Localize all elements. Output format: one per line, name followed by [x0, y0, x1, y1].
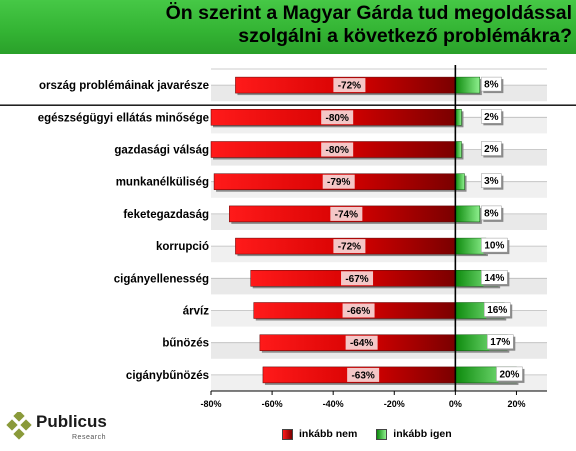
- data-label-bg: [342, 303, 375, 318]
- bar-inkabb-igen: [455, 141, 462, 158]
- title-line-2: szolgálni a következő problémákra?: [238, 25, 572, 47]
- x-tick-label: -80%: [200, 399, 221, 409]
- data-label-bg: [341, 271, 374, 286]
- category-label: cigányellenesség: [114, 273, 209, 285]
- category-label: munkanélküliség: [116, 177, 209, 189]
- data-label-bg: [321, 110, 354, 125]
- data-label-bg: [487, 334, 514, 349]
- legend: inkább nem inkább igen: [282, 428, 468, 443]
- data-label-igen: 10%: [484, 241, 504, 252]
- title-line-1: Ön szerint a Magyar Gárda tud megoldássa…: [165, 2, 572, 24]
- data-label-bg: [481, 109, 502, 124]
- x-tick-label: 0%: [449, 399, 462, 409]
- x-tick-label: 20%: [507, 399, 525, 409]
- chart-title: Ön szerint a Magyar Gárda tud megoldássa…: [166, 2, 572, 48]
- data-label-bg: [333, 78, 366, 93]
- data-label-bg: [496, 366, 523, 382]
- data-label-nem: -79%: [327, 177, 350, 188]
- data-label-igen: 2%: [484, 112, 499, 123]
- title-banner: [0, 0, 576, 54]
- bar-inkabb-igen: [455, 109, 462, 126]
- data-label-bg: [345, 335, 378, 350]
- data-label-nem: -80%: [326, 145, 349, 156]
- category-label: ország problémáinak javarésze: [39, 80, 209, 92]
- data-label-bg: [481, 270, 508, 285]
- data-label-igen: 3%: [484, 176, 499, 187]
- legend-item-nem: inkább nem: [282, 428, 357, 440]
- data-label-bg: [481, 173, 502, 188]
- data-label-nem: -63%: [351, 370, 374, 381]
- data-label-nem: -72%: [338, 242, 361, 253]
- data-label-igen: 14%: [484, 273, 504, 284]
- bar-chart: ország problémáinak javarésze -72% 8% egész…: [0, 65, 576, 409]
- bar-inkabb-igen: [455, 173, 465, 190]
- data-label-igen: 20%: [499, 369, 519, 380]
- bar-inkabb-igen: [455, 76, 481, 94]
- data-label-bg: [347, 367, 380, 382]
- logo-wordmark: Publicus: [36, 412, 107, 431]
- data-label-bg: [483, 302, 511, 317]
- x-tick-label: -20%: [384, 399, 405, 409]
- category-label: feketegazdaság: [123, 209, 209, 221]
- legend-label-nem: inkább nem: [299, 428, 358, 440]
- data-label-igen: 8%: [484, 80, 499, 91]
- publicus-logo: Publicus Research: [6, 410, 126, 446]
- data-label-bg: [321, 142, 354, 157]
- chart-area: ország problémáinak javarésze -72% 8% egész…: [0, 54, 576, 451]
- data-label-igen: 2%: [484, 144, 499, 155]
- logo-subtext: Research: [72, 434, 106, 441]
- data-label-bg: [322, 174, 355, 189]
- data-label-nem: -74%: [335, 209, 358, 220]
- data-label-bg: [481, 141, 502, 156]
- category-label: cigánybűnözés: [126, 370, 209, 382]
- category-label: gazdasági válság: [114, 145, 209, 157]
- data-label-bg: [333, 239, 366, 254]
- data-label-igen: 8%: [484, 208, 499, 219]
- bar-inkabb-igen: [455, 205, 481, 223]
- data-label-nem: -80%: [326, 113, 349, 124]
- data-label-nem: -72%: [338, 81, 361, 92]
- logo-mark-icon: [6, 412, 32, 440]
- data-label-bg: [481, 205, 502, 221]
- category-label: bűnözés: [162, 338, 209, 350]
- data-label-bg: [481, 237, 508, 253]
- data-label-igen: 16%: [487, 305, 507, 316]
- data-label-igen: 17%: [490, 337, 510, 348]
- x-tick-label: -60%: [262, 399, 283, 409]
- legend-swatch-igen: [376, 428, 388, 440]
- category-label: árvíz: [183, 306, 209, 318]
- legend-item-igen: inkább igen: [376, 428, 452, 440]
- category-label: korrupció: [156, 241, 209, 253]
- category-label: egészségügyi ellátás minősége: [38, 112, 209, 124]
- data-label-nem: -67%: [345, 274, 368, 285]
- data-label-bg: [330, 206, 363, 221]
- legend-swatch-nem: [282, 428, 293, 440]
- x-tick-label: -40%: [323, 399, 344, 409]
- data-label-bg: [481, 76, 502, 92]
- data-label-nem: -66%: [347, 306, 370, 317]
- data-label-nem: -64%: [350, 338, 373, 349]
- legend-label-igen: inkább igen: [393, 428, 452, 440]
